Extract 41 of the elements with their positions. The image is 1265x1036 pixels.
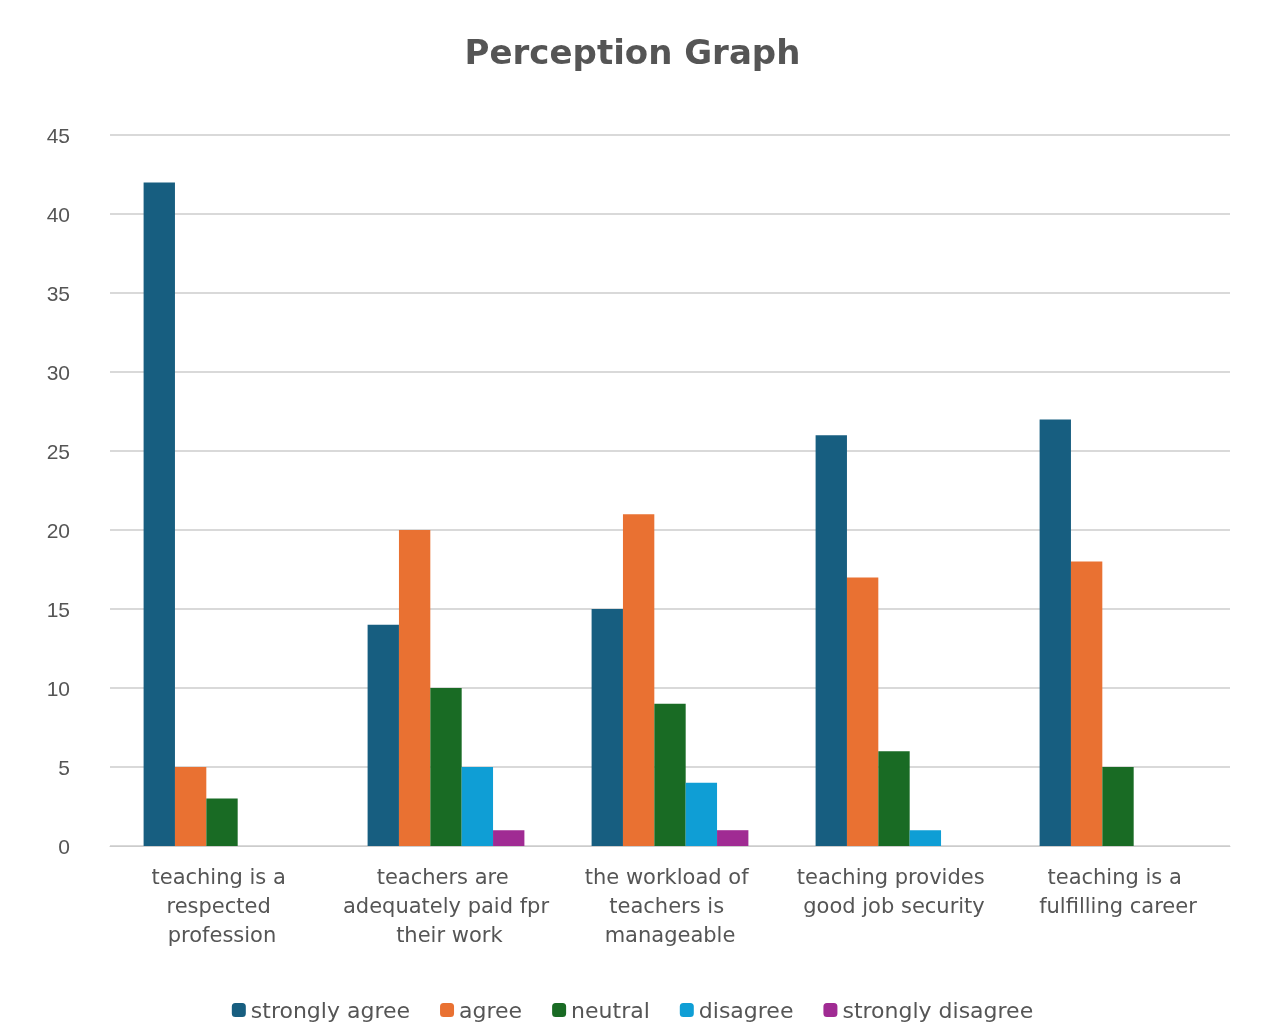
y-tick-label: 25	[46, 439, 70, 463]
bar	[461, 767, 494, 846]
bar	[1070, 561, 1103, 846]
bar	[846, 577, 879, 846]
x-tick-label: teaching provides good job security	[796, 864, 992, 918]
legend-label: strongly agree	[250, 997, 411, 1023]
bar	[909, 830, 942, 846]
bar	[815, 435, 847, 846]
bar	[591, 609, 623, 846]
chart-title: Perception Graph	[464, 32, 801, 72]
x-tick-label: teaching is a fulfilling career	[1039, 864, 1198, 918]
x-tick-label: teaching is a respected profession	[151, 864, 293, 947]
bar	[206, 798, 238, 846]
y-tick-label: 40	[46, 202, 70, 226]
bar	[878, 751, 910, 846]
legend-label: disagree	[698, 997, 794, 1023]
bar	[493, 830, 525, 846]
y-tick-label: 20	[46, 518, 70, 542]
bar	[685, 782, 718, 846]
bar	[367, 624, 399, 846]
y-tick-label: 10	[46, 676, 70, 700]
y-tick-label: 45	[46, 123, 70, 147]
x-tick-label: teachers are adequately paid fpr their work	[342, 864, 550, 947]
y-tick-label: 15	[46, 597, 70, 621]
bar	[174, 767, 207, 846]
y-tick-label: 35	[46, 281, 70, 305]
bar	[654, 703, 686, 846]
bar	[1039, 419, 1071, 846]
bar	[622, 514, 655, 846]
legend-label: agree	[459, 997, 523, 1023]
bar	[398, 530, 431, 846]
bar	[143, 182, 175, 846]
bar	[430, 688, 462, 846]
x-tick-label: the workload of teachers is manageable	[584, 864, 756, 947]
bar	[1102, 767, 1134, 846]
y-tick-label: 30	[46, 360, 70, 384]
legend-label: neutral	[571, 997, 650, 1023]
y-tick-label: 5	[58, 755, 70, 779]
legend-label: strongly disagree	[842, 997, 1034, 1023]
y-tick-label: 0	[58, 834, 70, 858]
bar	[717, 830, 749, 846]
